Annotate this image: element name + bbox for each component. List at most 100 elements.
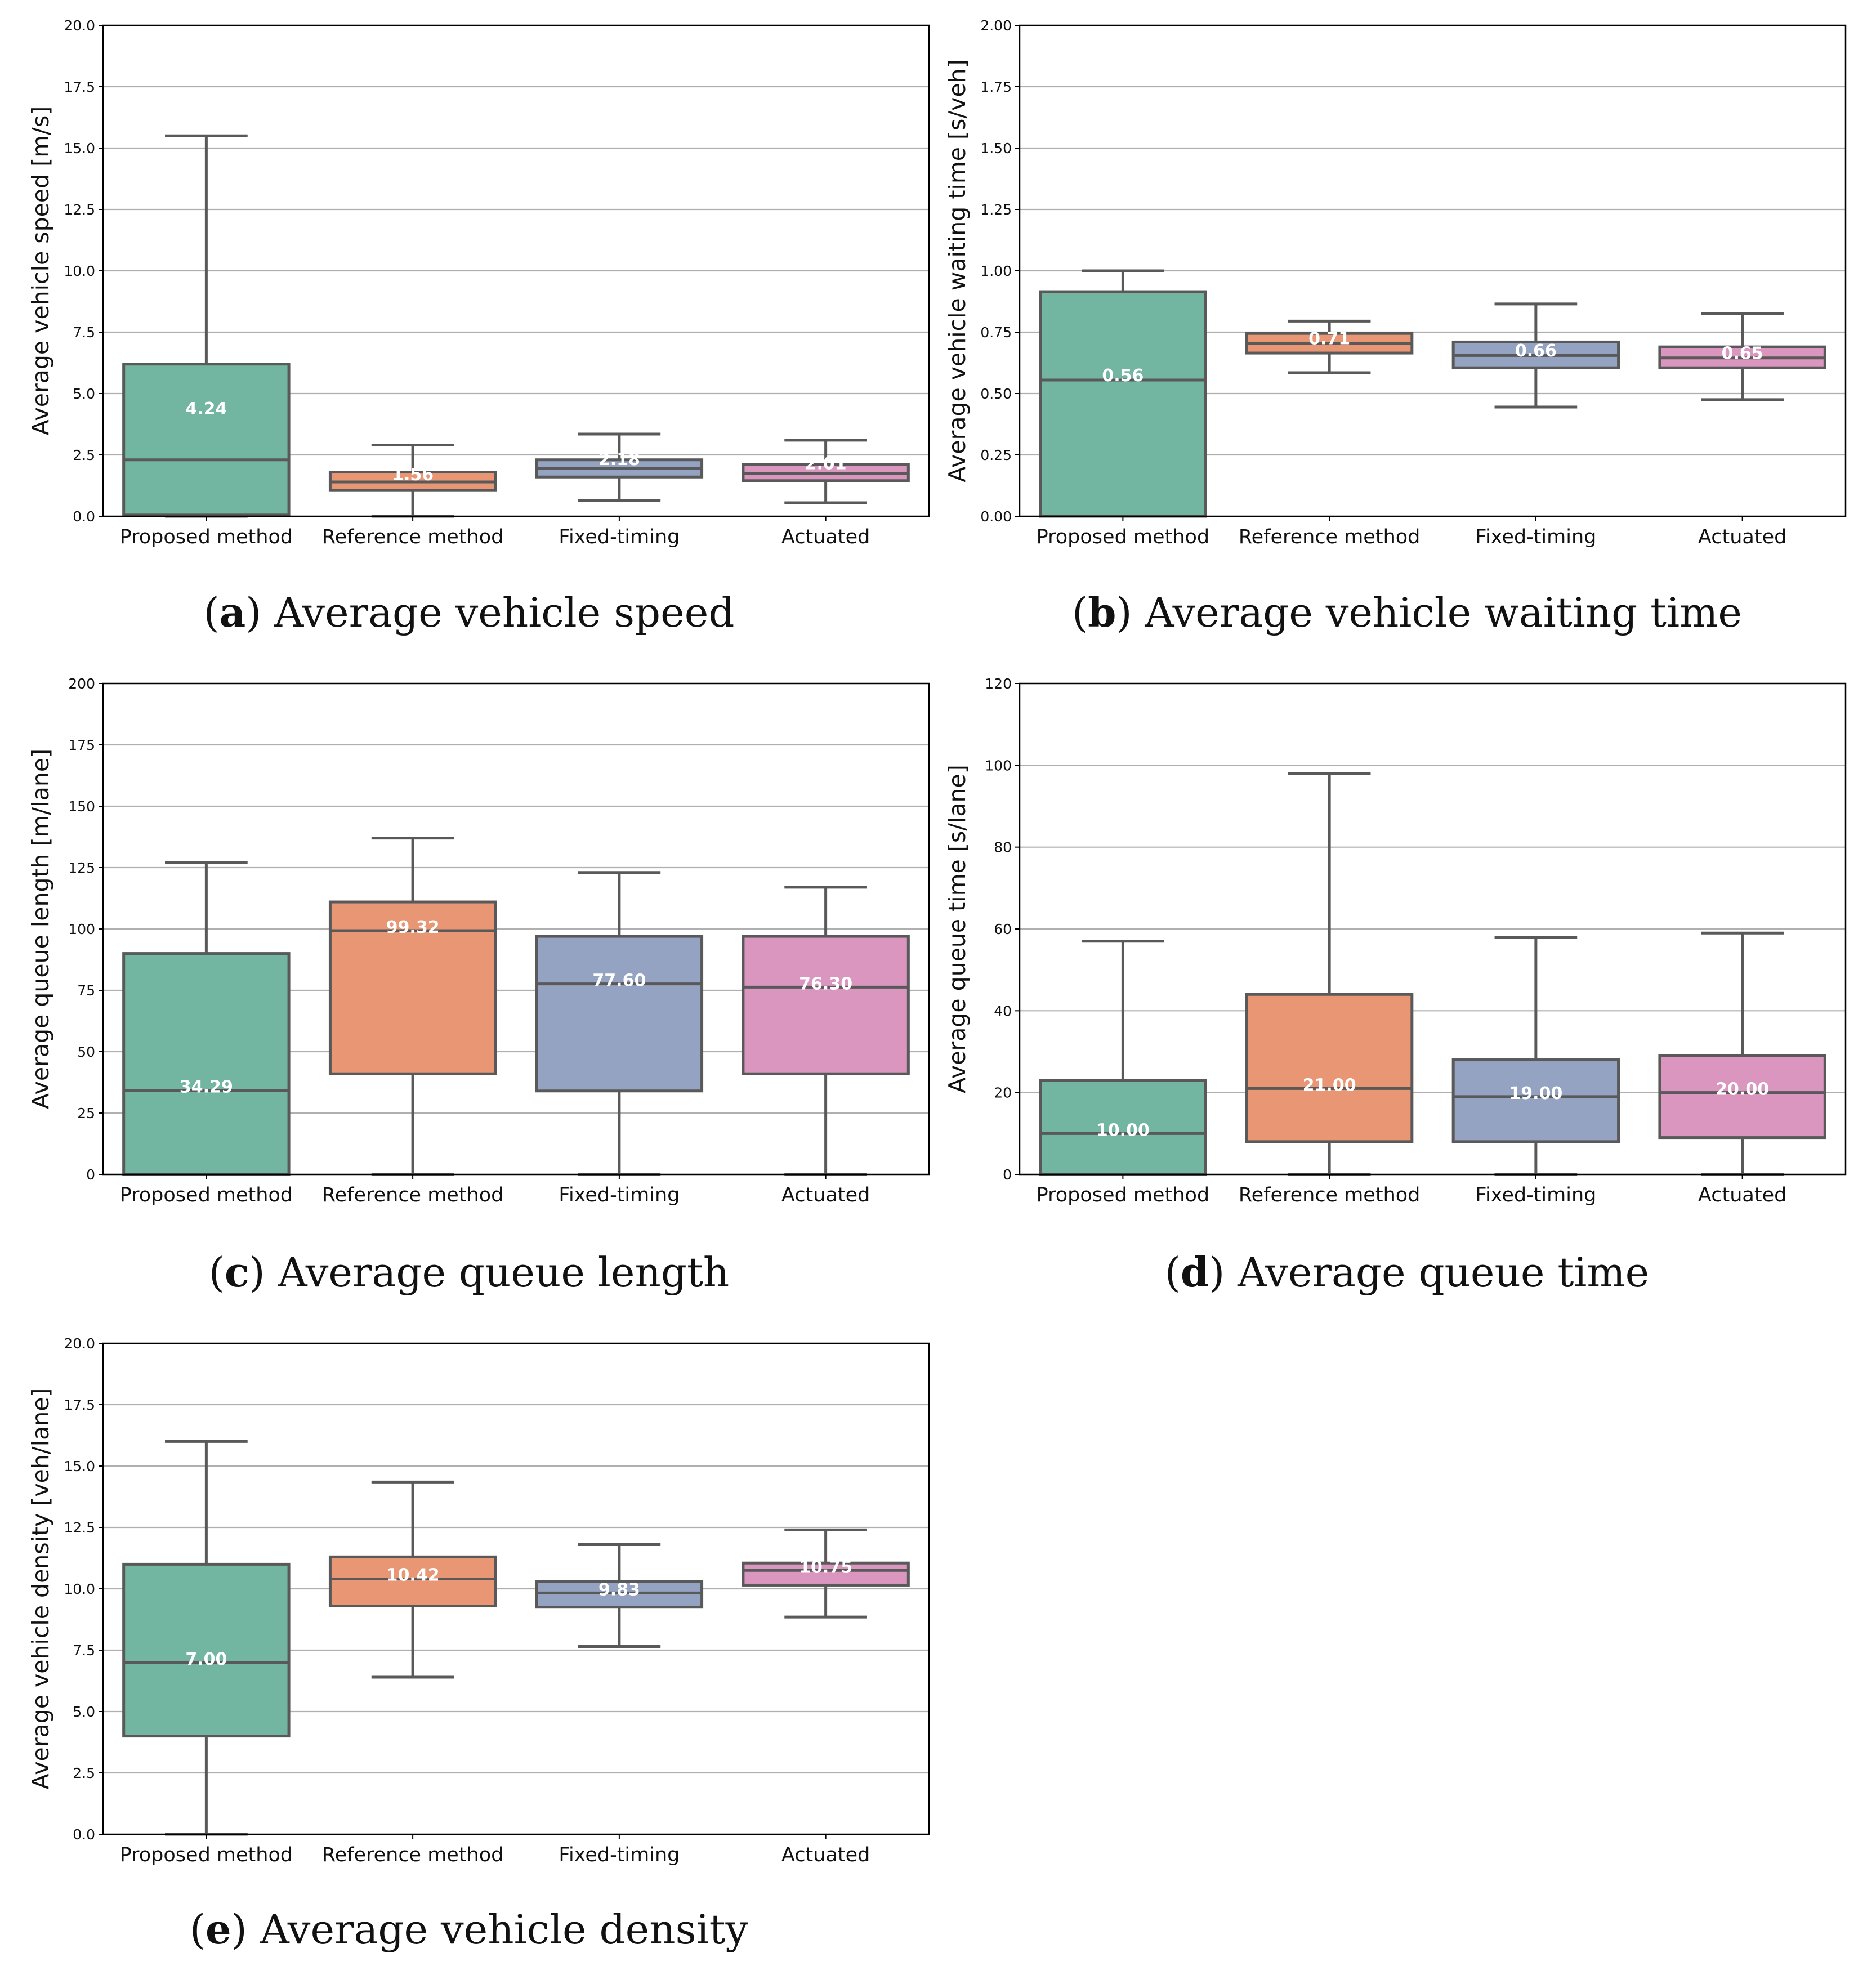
chart-panel-d: 0 20 40 60 80 100 120 Average queue time [s/lan…: [917, 658, 1876, 1227]
y-tick-label: 40: [994, 1003, 1012, 1019]
y-tick-label: 5.0: [73, 386, 95, 402]
boxplot-a: 0.0 2.5 5.0 7.5 10.0 12.5 15.0 17.5 20.0 Average …: [27, 17, 930, 548]
mean-label: 19.00: [1509, 1084, 1562, 1103]
y-tick-label: 0.0: [73, 1826, 95, 1843]
box-reference-method: 0.71: [1245, 319, 1414, 374]
box-proposed-method: 0.56: [1039, 269, 1207, 518]
caption-text: Average vehicle waiting time: [1145, 589, 1742, 636]
box-reference-method: 10.42: [328, 1480, 497, 1679]
x-tick-label: Reference method: [1239, 526, 1421, 548]
y-tick-label: 17.5: [64, 79, 95, 95]
box-iqr: [122, 1562, 291, 1738]
mean-label: 0.66: [1515, 341, 1557, 361]
y-tick-label: 20.0: [64, 17, 95, 34]
x-tick-label: Proposed method: [120, 1844, 293, 1866]
chart-panel-a: 0.0 2.5 5.0 7.5 10.0 12.5 15.0 17.5 20.0 Average …: [0, 0, 938, 569]
y-tick-label: 150: [68, 798, 95, 815]
y-tick-label: 25: [77, 1105, 95, 1121]
box-iqr: [1039, 290, 1207, 518]
y-tick-label: 0.50: [980, 386, 1012, 402]
x-tick-label: Proposed method: [1037, 1184, 1209, 1207]
caption-letter: e: [205, 1905, 231, 1953]
x-tick-label: Fixed-timing: [559, 1844, 680, 1866]
y-tick-label: 2.5: [73, 1765, 95, 1781]
x-tick-label: Proposed method: [120, 526, 293, 548]
box-iqr: [122, 952, 291, 1176]
box-iqr: [122, 363, 291, 517]
caption-c: (c) Average queue length: [208, 1248, 730, 1296]
y-axis-label: Average vehicle waiting time [s/veh]: [944, 59, 971, 482]
x-tick-label: Proposed method: [1037, 526, 1209, 548]
caption-text: Average vehicle speed: [274, 589, 735, 636]
caption-text: Average queue time: [1238, 1249, 1650, 1296]
caption-letter: d: [1180, 1248, 1209, 1296]
mean-label: 2.01: [805, 454, 847, 473]
box-reference-method: 99.32: [328, 837, 497, 1176]
caption-letter: b: [1088, 588, 1116, 636]
box-proposed-method: 10.00: [1039, 940, 1207, 1176]
mean-label: 77.60: [592, 971, 646, 991]
box-fixed-timing: 0.66: [1451, 302, 1620, 409]
x-tick-label: Reference method: [322, 1844, 504, 1866]
x-tick-label: Actuated: [781, 1844, 870, 1866]
box-fixed-timing: 9.83: [535, 1543, 704, 1648]
chart-panel-b: 0.00 0.25 0.50 0.75 1.00 1.25 1.50 1.75 2.00 Aver…: [917, 0, 1876, 569]
caption-d: (d) Average queue time: [1164, 1248, 1650, 1296]
mean-label: 7.00: [185, 1650, 227, 1669]
y-tick-label: 120: [985, 676, 1012, 692]
y-tick-label: 2.5: [73, 447, 95, 463]
y-tick-label: 80: [994, 839, 1012, 856]
axes-frame: [1019, 24, 1847, 517]
box-actuated: 76.30: [742, 886, 910, 1176]
box-actuated: 20.00: [1658, 931, 1826, 1176]
axes-frame: [1019, 682, 1847, 1176]
chart-panel-c: 0 25 50 75 100 125 150 175 200 Average queue leng…: [0, 658, 938, 1227]
y-axis-label: Average queue time [s/lane]: [944, 765, 971, 1093]
box-fixed-timing: 2.18: [535, 432, 704, 502]
y-tick-label: 20: [994, 1085, 1012, 1101]
caption-text: Average queue length: [278, 1249, 730, 1296]
box-reference-method: 1.56: [328, 444, 497, 518]
y-tick-label: 1.00: [980, 263, 1012, 279]
box-fixed-timing: 19.00: [1451, 936, 1620, 1176]
box-iqr: [1245, 993, 1414, 1143]
box-iqr: [1658, 1054, 1826, 1140]
box-iqr: [1039, 1079, 1207, 1176]
x-tick-label: Fixed-timing: [1475, 1184, 1596, 1207]
x-tick-label: Fixed-timing: [1475, 526, 1596, 548]
mean-label: 0.71: [1308, 329, 1350, 348]
mean-label: 76.30: [799, 974, 852, 994]
y-tick-label: 7.5: [73, 1642, 95, 1659]
caption-e: (e) Average vehicle density: [189, 1905, 749, 1953]
y-tick-label: 50: [77, 1044, 95, 1060]
y-tick-label: 1.75: [980, 79, 1012, 95]
mean-label: 1.56: [392, 465, 434, 485]
y-tick-label: 75: [77, 982, 95, 999]
y-tick-label: 60: [994, 921, 1012, 937]
y-axis-label: Average vehicle speed [m/s]: [27, 106, 54, 435]
box-actuated: 0.65: [1658, 312, 1826, 401]
y-tick-label: 17.5: [64, 1397, 95, 1413]
chart-panel-e: 0.0 2.5 5.0 7.5 10.0 12.5 15.0 17.5 20.0 Average …: [0, 1318, 938, 1887]
box-actuated: 2.01: [742, 439, 910, 504]
x-tick-label: Fixed-timing: [559, 1184, 680, 1207]
y-tick-label: 15.0: [64, 1458, 95, 1474]
mean-label: 2.18: [598, 450, 640, 470]
y-tick-label: 15.0: [64, 140, 95, 157]
box-reference-method: 21.00: [1245, 772, 1414, 1176]
y-tick-label: 12.5: [64, 1520, 95, 1536]
y-tick-label: 5.0: [73, 1704, 95, 1720]
mean-label: 20.00: [1716, 1080, 1769, 1100]
mean-label: 10.42: [386, 1566, 440, 1585]
boxplot-e: 0.0 2.5 5.0 7.5 10.0 12.5 15.0 17.5 20.0 Average …: [27, 1335, 930, 1866]
x-tick-label: Actuated: [1698, 526, 1786, 548]
boxplot-d: 0 20 40 60 80 100 120 Average queue time [s/lan…: [944, 676, 1847, 1207]
mean-label: 0.56: [1102, 366, 1144, 386]
mean-label: 4.24: [185, 399, 227, 419]
box-iqr: [1451, 1058, 1620, 1143]
mean-label: 99.32: [386, 918, 440, 937]
y-tick-label: 7.5: [73, 324, 95, 341]
y-axis-label: Average queue length [m/lane]: [27, 749, 54, 1109]
x-tick-label: Proposed method: [120, 1184, 293, 1207]
y-tick-label: 0.0: [73, 508, 95, 525]
